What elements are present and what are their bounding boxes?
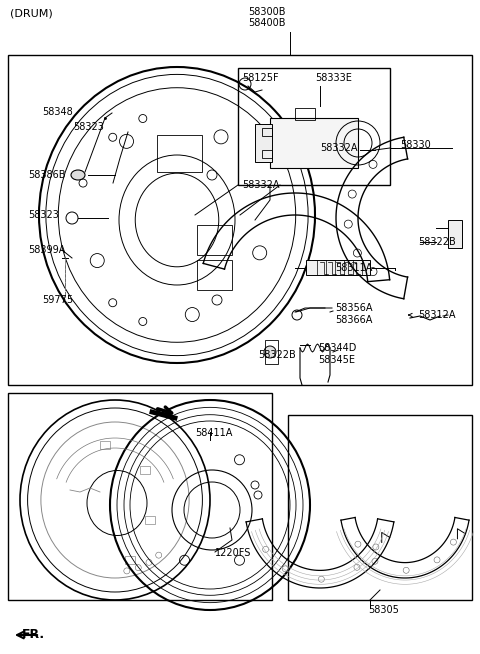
Bar — [145, 516, 155, 524]
Ellipse shape — [71, 170, 85, 180]
Text: 58411A: 58411A — [195, 428, 232, 438]
Bar — [270, 118, 358, 168]
Text: 58300B: 58300B — [248, 7, 286, 17]
Text: 58386B: 58386B — [28, 170, 65, 180]
Text: 58345E: 58345E — [318, 355, 355, 365]
Text: 58356A: 58356A — [335, 303, 372, 313]
Bar — [265, 340, 278, 364]
Bar — [306, 260, 370, 275]
Bar — [197, 225, 232, 255]
Bar — [140, 466, 150, 474]
Text: 58323: 58323 — [28, 210, 59, 220]
Text: 58330: 58330 — [400, 140, 431, 150]
Text: 58125F: 58125F — [242, 73, 278, 83]
Bar — [197, 260, 232, 290]
Circle shape — [264, 346, 276, 358]
Bar — [262, 150, 272, 158]
Text: 58400B: 58400B — [248, 18, 286, 28]
Bar — [238, 68, 390, 185]
Text: 58366A: 58366A — [335, 315, 372, 325]
Text: 58305: 58305 — [368, 605, 399, 615]
Bar — [8, 393, 272, 600]
Text: 58344D: 58344D — [318, 343, 356, 353]
Text: 58323: 58323 — [73, 122, 104, 132]
Bar — [295, 108, 315, 120]
Bar — [100, 441, 110, 449]
Text: 1220FS: 1220FS — [215, 548, 252, 558]
Bar — [448, 220, 462, 248]
Bar — [255, 124, 272, 162]
Text: (DRUM): (DRUM) — [10, 9, 53, 19]
Text: 58333E: 58333E — [315, 73, 352, 83]
Text: FR.: FR. — [22, 628, 45, 642]
Bar — [157, 135, 202, 171]
Text: 58348: 58348 — [42, 107, 73, 117]
Text: 58399A: 58399A — [28, 245, 65, 255]
Text: 59775: 59775 — [42, 295, 73, 305]
Text: 58332A: 58332A — [320, 143, 358, 153]
Bar — [125, 556, 135, 564]
Bar — [8, 55, 472, 385]
Text: 58322B: 58322B — [258, 350, 296, 360]
Text: 58322B: 58322B — [418, 237, 456, 247]
Bar — [288, 415, 472, 600]
Text: 58312A: 58312A — [418, 310, 456, 320]
Text: 58311A: 58311A — [335, 263, 372, 273]
Text: 58332A: 58332A — [242, 180, 279, 190]
Bar — [262, 128, 272, 136]
